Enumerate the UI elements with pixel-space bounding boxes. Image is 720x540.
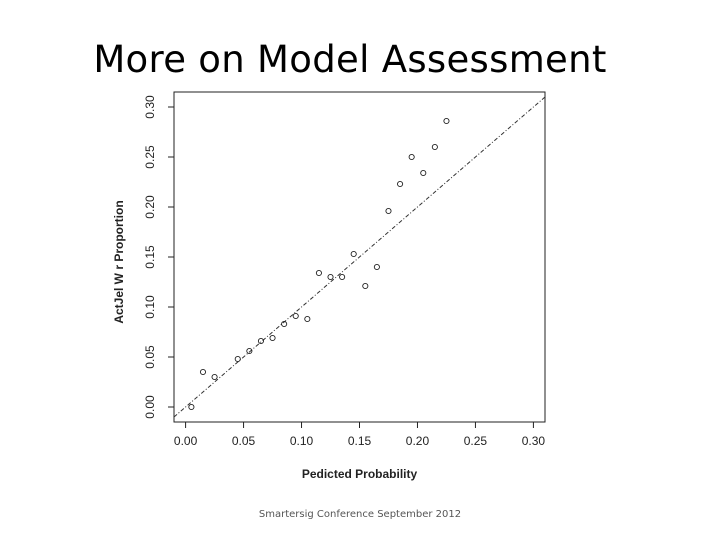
data-point — [269, 334, 276, 342]
data-point — [431, 143, 438, 151]
y-tick-label: 0.15 — [143, 245, 157, 269]
x-tick-label: 0.30 — [522, 434, 546, 448]
reference-line — [174, 96, 545, 418]
data-point — [373, 263, 380, 271]
data-point — [397, 180, 404, 188]
data-point — [315, 269, 322, 277]
data-point — [188, 403, 195, 411]
y-tick-label: 0.10 — [143, 295, 157, 319]
data-point — [408, 153, 415, 161]
y-tick-label: 0.05 — [143, 345, 157, 369]
data-point — [385, 207, 392, 215]
y-axis-label: ActJel W r Proportion — [112, 200, 126, 323]
x-tick-label: 0.10 — [290, 434, 314, 448]
y-tick-label: 0.00 — [143, 395, 157, 419]
data-point — [443, 117, 450, 125]
data-point — [420, 169, 427, 177]
data-point — [362, 282, 369, 290]
data-point — [292, 312, 299, 320]
x-tick-label: 0.20 — [406, 434, 430, 448]
slide-footer: Smartersig Conference September 2012 — [258, 509, 462, 520]
slide-title: More on Model Assessment — [93, 38, 607, 81]
y-tick-label: 0.20 — [143, 195, 157, 219]
data-point — [234, 355, 241, 363]
y-tick-label: 0.30 — [143, 95, 157, 119]
data-point — [246, 347, 253, 355]
y-tick-label: 0.25 — [143, 145, 157, 169]
data-point — [327, 273, 334, 281]
x-tick-label: 0.00 — [174, 434, 198, 448]
x-tick-label: 0.15 — [348, 434, 372, 448]
data-point — [257, 337, 265, 345]
data-point — [339, 273, 346, 281]
x-axis-label: Pedicted Probability — [302, 467, 418, 481]
plot-area: 0.00 0.05 0.10 0.15 0.20 0.25 0.30 0.00 0.05 0.10… — [112, 91, 546, 481]
data-point — [211, 373, 218, 381]
data-point — [199, 368, 207, 376]
data-point — [350, 250, 357, 258]
data-point — [304, 315, 311, 323]
x-tick-label: 0.25 — [464, 434, 488, 448]
x-tick-label: 0.05 — [232, 434, 256, 448]
data-point — [281, 320, 288, 328]
